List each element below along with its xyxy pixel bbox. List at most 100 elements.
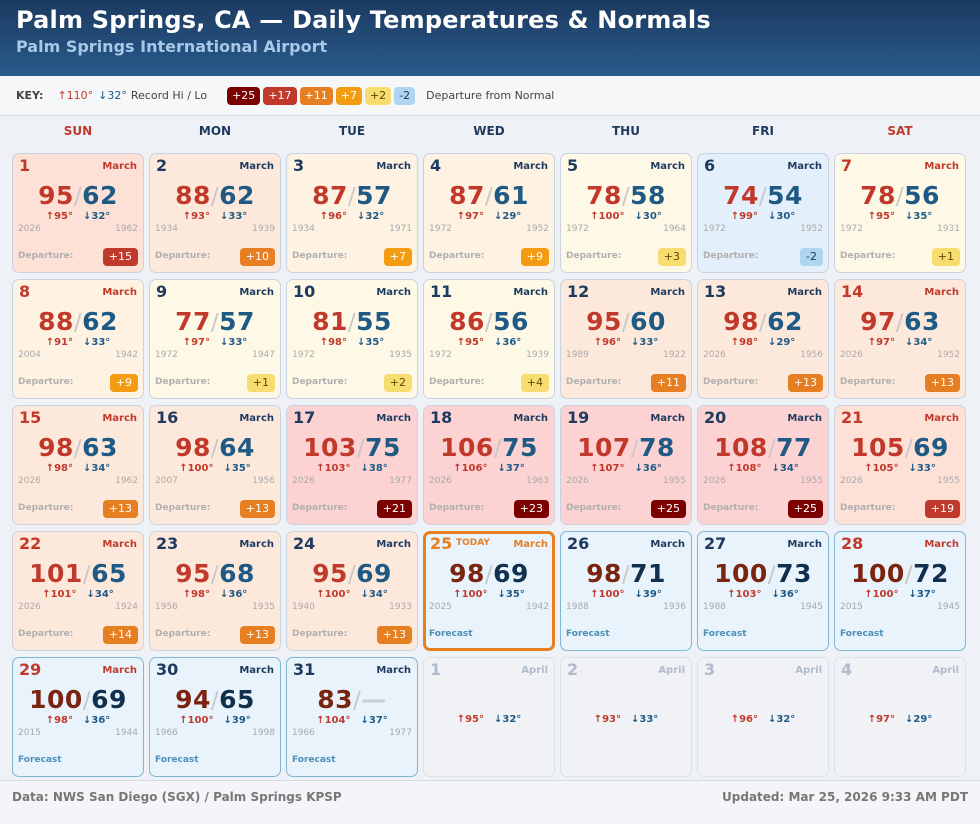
record-high: ↑101° — [42, 589, 77, 600]
day-cell[interactable]: 4 March 87/61 ↑97° ↓29° 1972 1952 Departure: +9 — [423, 153, 555, 273]
day-cell[interactable]: 30 March 94/65 ↑100° ↓39° 1966 1998 Forecast — [149, 657, 281, 777]
separator: / — [82, 688, 92, 714]
record-low-year: 1945 — [937, 602, 960, 612]
low-temp: 69 — [356, 559, 392, 588]
record-temps: ↑100° ↓34° — [287, 589, 417, 600]
day-cell[interactable]: 29 March 100/69 ↑98° ↓36° 2015 1944 Forecast — [12, 657, 144, 777]
weekday-header: SUN MON TUE WED THU FRI SAT — [0, 116, 980, 152]
record-low: ↓33° — [83, 337, 111, 348]
day-cell[interactable]: 19 March 107/78 ↑107° ↓36° 2026 1955 Departure:… — [560, 405, 692, 525]
day-cell[interactable]: 17 March 103/75 ↑103° ↓38° 2026 1977 Departure:… — [286, 405, 418, 525]
record-low-year: 1945 — [800, 602, 823, 612]
record-high-year: 2026 — [18, 476, 41, 486]
day-cell[interactable]: 2 April ↑93° ↓33° — [560, 657, 692, 777]
temperature-readout: 98/71 — [561, 559, 691, 588]
departure-label: Departure: — [18, 629, 74, 639]
day-cell[interactable]: 14 March 97/63 ↑97° ↓34° 2026 1952 Departure: +1… — [834, 279, 966, 399]
day-cell[interactable]: 20 March 108/77 ↑108° ↓34° 2026 1955 Departure:… — [697, 405, 829, 525]
day-cell[interactable]: 18 March 106/75 ↑106° ↓37° 2026 1963 Departure:… — [423, 405, 555, 525]
high-temp: 95 — [175, 559, 211, 588]
record-low: ↓34° — [771, 463, 799, 474]
day-number: 19 — [567, 408, 590, 427]
day-cell[interactable]: 11 March 86/56 ↑95° ↓36° 1972 1939 Departure: +4 — [423, 279, 555, 399]
record-low-year: 1942 — [115, 350, 138, 360]
day-number: 8 — [19, 282, 31, 301]
low-temp: 63 — [82, 433, 118, 462]
month-label: March — [513, 413, 548, 424]
day-cell[interactable]: 2 March 88/62 ↑93° ↓33° 1934 1939 Departure: +10 — [149, 153, 281, 273]
low-temp: 69 — [493, 559, 529, 588]
record-low-year: 1952 — [937, 350, 960, 360]
record-low-year: 1955 — [663, 476, 686, 486]
day-cell[interactable]: 3 April ↑96° ↓32° — [697, 657, 829, 777]
departure-badge: +14 — [102, 626, 138, 644]
page-header: Palm Springs, CA — Daily Temperatures & … — [0, 0, 980, 76]
forecast-label: Forecast — [703, 629, 747, 639]
record-high: ↑95° — [45, 211, 73, 222]
legend-key: KEY: ↑110° ↓32° Record Hi / Lo +25 +17 +11… — [0, 76, 980, 116]
day-cell[interactable]: 15 March 98/63 ↑98° ↓34° 2026 1962 Departure: +1… — [12, 405, 144, 525]
record-low: ↓39° — [634, 589, 662, 600]
departure-badge: +13 — [239, 500, 275, 518]
day-number: 2 — [156, 156, 168, 175]
departure-badge: +11 — [650, 374, 686, 392]
temperature-readout: 103/75 — [287, 433, 417, 462]
day-number: 20 — [704, 408, 727, 427]
day-cell[interactable]: 24 March 95/69 ↑100° ↓34° 1940 1933 Departure: +… — [286, 531, 418, 651]
record-high: ↑93° — [182, 211, 210, 222]
legend-badge: +17 — [263, 86, 297, 105]
day-number: 5 — [567, 156, 579, 175]
day-cell[interactable]: 16 March 98/64 ↑100° ↓35° 2007 1956 Departure: +… — [149, 405, 281, 525]
day-cell[interactable]: 3 March 87/57 ↑96° ↓32° 1934 1971 Departure: +7 — [286, 153, 418, 273]
day-cell[interactable]: 4 April ↑97° ↓29° — [834, 657, 966, 777]
day-cell[interactable]: 13 March 98/62 ↑98° ↓29° 2026 1956 Departure: +1… — [697, 279, 829, 399]
record-low-year: 1922 — [663, 350, 686, 360]
separator: / — [82, 562, 92, 588]
record-low: ↓37° — [360, 715, 388, 726]
day-cell[interactable]: 10 March 81/55 ↑98° ↓35° 1972 1935 Departure: +2 — [286, 279, 418, 399]
month-label: March — [239, 539, 274, 550]
temperature-readout: 100/69 — [13, 685, 143, 714]
updated-timestamp: Updated: Mar 25, 2026 9:33 AM PDT — [722, 790, 968, 804]
day-cell[interactable]: 12 March 95/60 ↑96° ↓33° 1989 1922 Departure: +1… — [560, 279, 692, 399]
temperature-readout: 87/57 — [287, 181, 417, 210]
low-temp: 58 — [630, 181, 666, 210]
day-cell[interactable]: 27 March 100/73 ↑103° ↓36° 1988 1945 Forecast — [697, 531, 829, 651]
month-label: March — [650, 413, 685, 424]
separator: / — [210, 562, 220, 588]
departure-badge: +1 — [931, 248, 960, 266]
departure-legend: +25 +17 +11 +7 +2 -2 — [227, 86, 418, 105]
temperature-readout: 95/68 — [150, 559, 280, 588]
day-cell[interactable]: 25 TODAY March 98/69 ↑100° ↓35° 2025 1942 Foreca… — [423, 531, 555, 651]
record-temps: ↑98° ↓34° — [13, 463, 143, 474]
record-high: ↑98° — [182, 589, 210, 600]
separator: / — [895, 184, 905, 210]
day-cell[interactable]: 21 March 105/69 ↑105° ↓33° 2026 1955 Departure:… — [834, 405, 966, 525]
record-high: ↑96° — [319, 211, 347, 222]
record-high: ↑95° — [456, 337, 484, 348]
separator: / — [895, 310, 905, 336]
record-high-year: 1988 — [703, 602, 726, 612]
day-cell[interactable]: 1 April ↑95° ↓32° — [423, 657, 555, 777]
weekday-sat: SAT — [887, 124, 913, 138]
day-cell[interactable]: 26 March 98/71 ↑100° ↓39° 1988 1936 Forecast — [560, 531, 692, 651]
record-high-year: 2026 — [840, 350, 863, 360]
day-cell[interactable]: 5 March 78/58 ↑100° ↓30° 1972 1964 Departure: +3 — [560, 153, 692, 273]
temperature-readout: 100/72 — [835, 559, 965, 588]
day-cell[interactable]: 8 March 88/62 ↑91° ↓33° 2004 1942 Departure: +9 — [12, 279, 144, 399]
forecast-label: Forecast — [292, 755, 336, 765]
day-cell[interactable]: 9 March 77/57 ↑97° ↓33° 1972 1947 Departure: +1 — [149, 279, 281, 399]
day-cell[interactable]: 7 March 78/56 ↑95° ↓35° 1972 1931 Departure: +1 — [834, 153, 966, 273]
record-high: ↑100° — [179, 715, 214, 726]
day-cell[interactable]: 28 March 100/72 ↑100° ↓37° 2015 1945 Forecast — [834, 531, 966, 651]
month-label: March — [787, 161, 822, 172]
day-cell[interactable]: 23 March 95/68 ↑98° ↓36° 1956 1935 Departure: +1… — [149, 531, 281, 651]
departure-label: Departure: — [566, 251, 622, 261]
day-cell[interactable]: 22 March 101/65 ↑101° ↓34° 2026 1924 Departure:… — [12, 531, 144, 651]
record-low: ↓38° — [360, 463, 388, 474]
day-cell[interactable]: 31 March 83/— ↑104° ↓37° 1966 1977 Forecast — [286, 657, 418, 777]
day-cell[interactable]: 6 March 74/54 ↑99° ↓30° 1972 1952 Departure: -2 — [697, 153, 829, 273]
day-cell[interactable]: 1 March 95/62 ↑95° ↓32° 2026 1962 Departure: +15 — [12, 153, 144, 273]
low-temp: 56 — [493, 307, 529, 336]
record-low: ↓35° — [357, 337, 385, 348]
